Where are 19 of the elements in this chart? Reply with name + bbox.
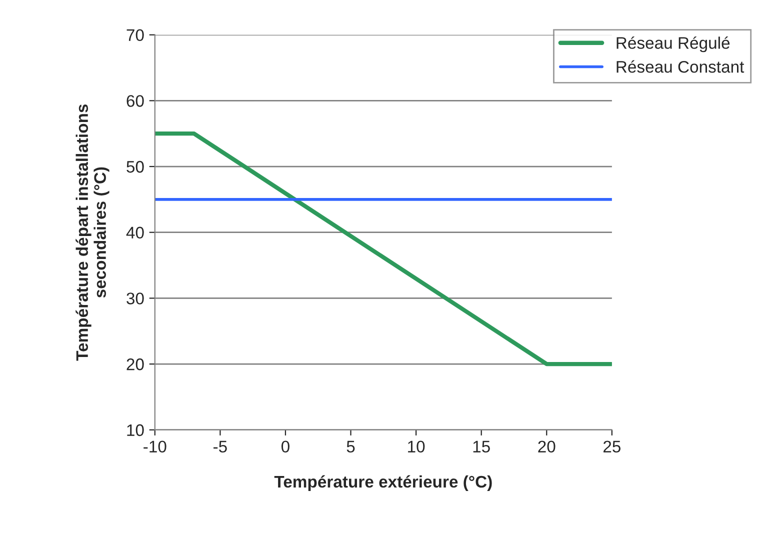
y-axis-title: Température départ installations secondaires (°C) (76, 104, 110, 361)
x-tick-label: 20 (538, 440, 556, 453)
y-tick-label: 60 (126, 95, 144, 107)
x-tick-label: -5 (214, 440, 227, 453)
y-tick-label: 20 (126, 358, 144, 370)
y-tick-label: 10 (127, 424, 144, 436)
legend-label: Réseau Régulé (616, 36, 730, 52)
x-tick-label: 5 (346, 440, 355, 453)
x-axis-title: Température extérieure (°C) (274, 475, 492, 491)
y-tick-label: 40 (126, 226, 144, 239)
y-tick-label: 30 (126, 292, 144, 304)
x-tick-label: -10 (144, 440, 166, 453)
x-tick-label: 10 (408, 440, 425, 453)
y-tick-label: 50 (126, 160, 144, 173)
y-tick-label: 70 (126, 29, 144, 42)
x-tick-label: 15 (473, 440, 490, 453)
x-tick-label: 25 (603, 440, 620, 453)
x-tick-label: 0 (281, 440, 290, 453)
legend-label: Réseau Constant (616, 60, 744, 73)
